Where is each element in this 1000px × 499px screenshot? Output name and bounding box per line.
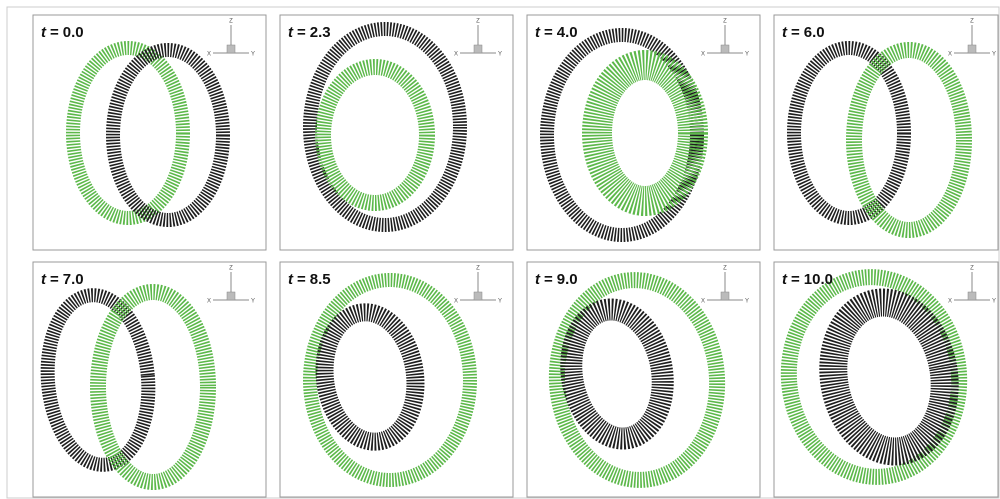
axis-label-x: X xyxy=(948,299,952,305)
axis-box xyxy=(968,45,976,53)
axis-label-y: Y xyxy=(498,299,502,305)
time-sign: = xyxy=(297,271,306,288)
axis-label-z: Z xyxy=(723,19,727,25)
axis-box xyxy=(227,292,235,300)
axis-box xyxy=(721,45,729,53)
axis-label-z: Z xyxy=(970,266,974,272)
axis-label-y: Y xyxy=(992,299,996,305)
axis-box xyxy=(968,292,976,300)
time-value: 7.0 xyxy=(63,271,84,288)
axis-label-x: X xyxy=(948,52,952,58)
axis-label-x: X xyxy=(701,52,705,58)
time-value: 10.0 xyxy=(804,271,833,288)
axis-label-y: Y xyxy=(498,52,502,58)
panel: ZXYt=9.0 xyxy=(527,262,760,497)
time-sign: = xyxy=(297,24,306,41)
time-value: 8.5 xyxy=(310,271,331,288)
axis-label-x: X xyxy=(701,299,705,305)
axis-label-y: Y xyxy=(745,52,749,58)
axis-label-z: Z xyxy=(229,266,233,272)
time-value: 0.0 xyxy=(63,24,84,41)
axis-label-z: Z xyxy=(229,19,233,25)
time-value: 4.0 xyxy=(557,24,578,41)
axis-box xyxy=(721,292,729,300)
axis-label-y: Y xyxy=(745,299,749,305)
axis-label-y: Y xyxy=(251,299,255,305)
time-sign: = xyxy=(544,24,553,41)
axis-label-x: X xyxy=(454,52,458,58)
time-sign: = xyxy=(50,271,59,288)
time-sign: = xyxy=(544,271,553,288)
axis-label-y: Y xyxy=(992,52,996,58)
axis-label-z: Z xyxy=(970,19,974,25)
axis-label-z: Z xyxy=(476,19,480,25)
axis-label-z: Z xyxy=(476,266,480,272)
time-sign: = xyxy=(791,271,800,288)
axis-label-z: Z xyxy=(723,266,727,272)
figure: ZXYt=0.0ZXYt=2.3ZXYt=4.0ZXYt=6.0ZXYt=7.0… xyxy=(0,0,1000,499)
time-sign: = xyxy=(50,24,59,41)
time-value: 2.3 xyxy=(310,24,331,41)
axis-label-x: X xyxy=(207,52,211,58)
time-sign: = xyxy=(791,24,800,41)
axis-box xyxy=(227,45,235,53)
axis-label-y: Y xyxy=(251,52,255,58)
time-value: 6.0 xyxy=(804,24,825,41)
axis-box xyxy=(474,45,482,53)
panel-border xyxy=(774,262,998,497)
time-value: 9.0 xyxy=(557,271,578,288)
axis-label-x: X xyxy=(454,299,458,305)
axis-label-x: X xyxy=(207,299,211,305)
axis-box xyxy=(474,292,482,300)
